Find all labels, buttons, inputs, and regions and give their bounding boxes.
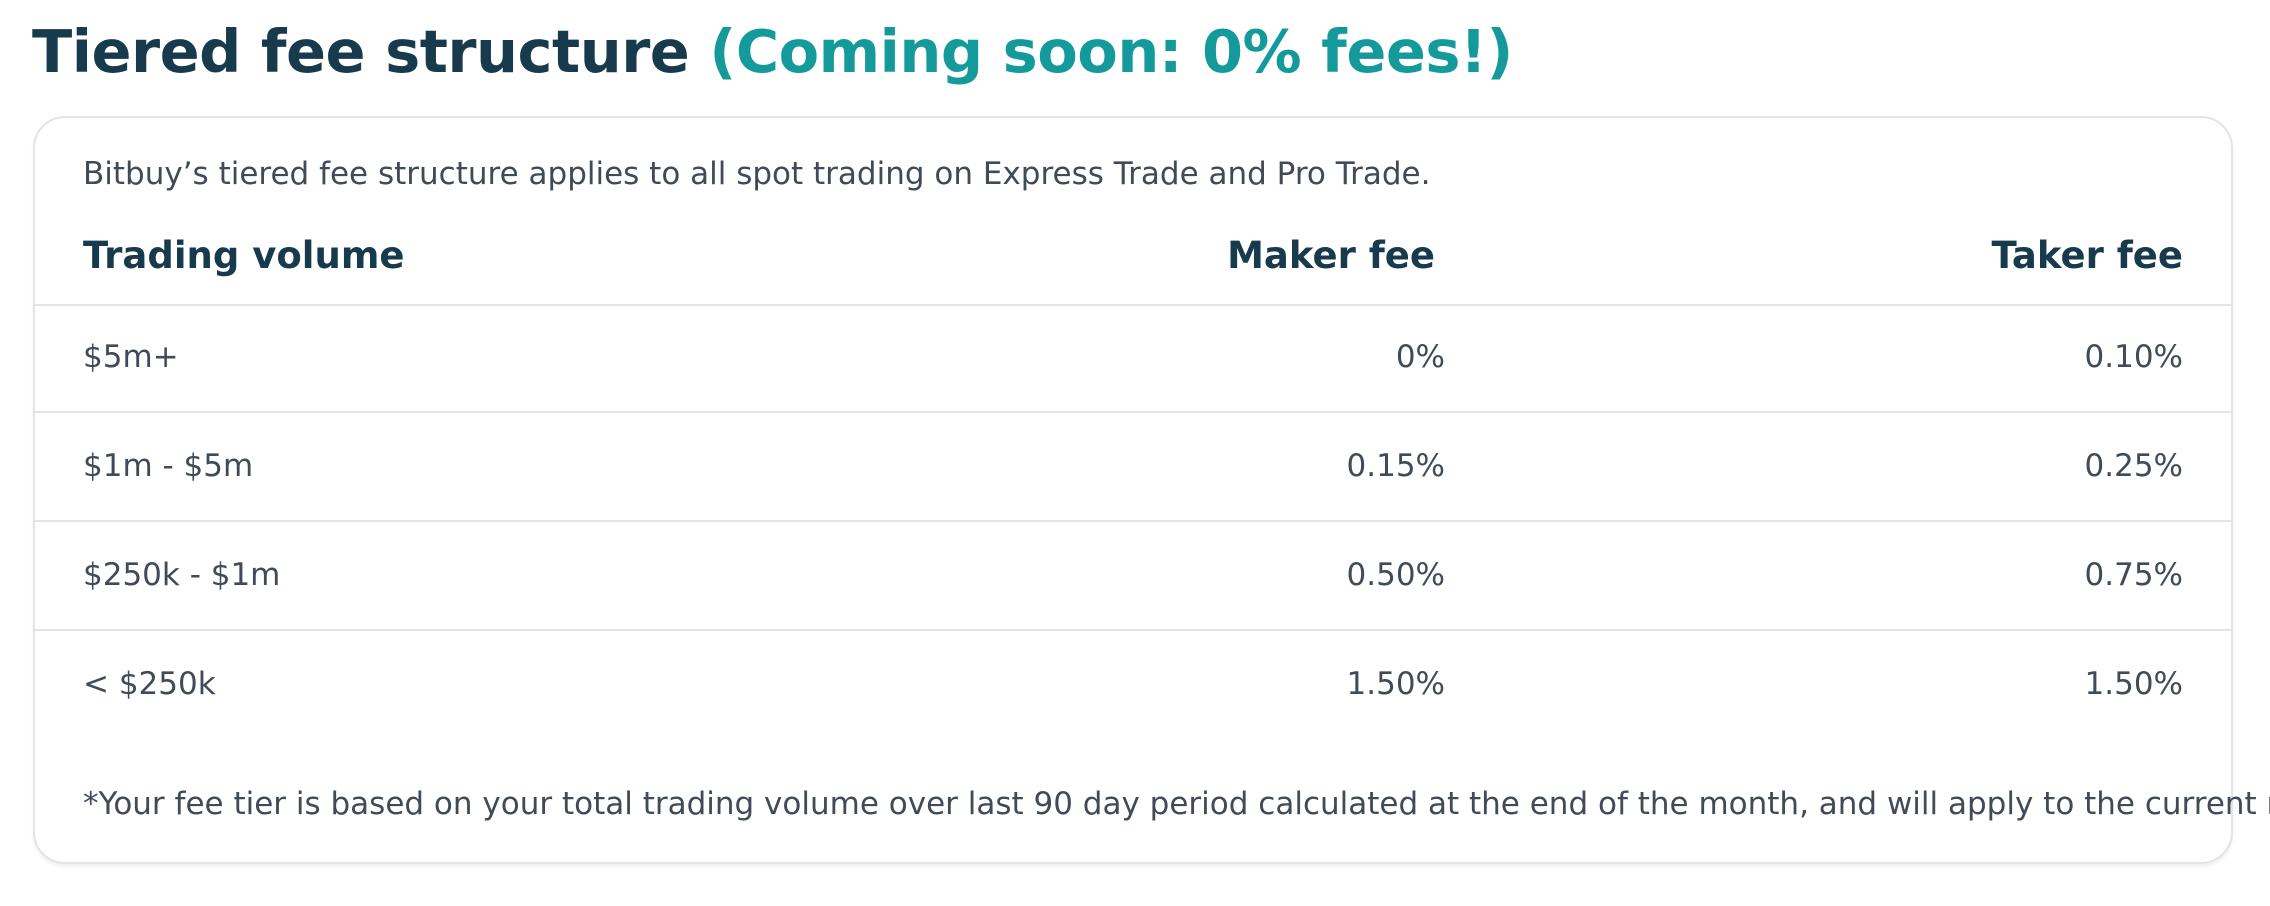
- trading-volume-cell: $250k - $1m: [83, 557, 281, 593]
- table-row: $1m - $5m 0.15% 0.25%: [35, 413, 2231, 522]
- fee-intro-text: Bitbuy’s tiered fee structure applies to…: [83, 156, 1431, 192]
- page-title: Tiered fee structure (Coming soon: 0% fe…: [32, 14, 1513, 90]
- maker-fee-cell: 0.50%: [1346, 557, 1445, 593]
- fee-footnote: *Your fee tier is based on your total tr…: [83, 786, 2270, 822]
- taker-fee-cell: 0.10%: [2084, 339, 2183, 375]
- maker-fee-cell: 0%: [1395, 339, 1445, 375]
- fee-card: Bitbuy’s tiered fee structure applies to…: [33, 116, 2270, 864]
- trading-volume-cell: $1m - $5m: [83, 448, 254, 484]
- trading-volume-cell: < $250k: [83, 666, 216, 702]
- trading-volume-cell: $5m+: [83, 339, 179, 375]
- column-header-maker-fee: Maker fee: [1227, 234, 1435, 277]
- page-title-text: Tiered fee structure: [32, 17, 710, 86]
- column-header-trading-volume: Trading volume: [83, 234, 405, 277]
- fee-table-body: $5m+ 0% 0.10% $1m - $5m 0.15% 0.25% $250…: [35, 304, 2231, 740]
- fee-table-header: Trading volume Maker fee Taker fee: [35, 228, 2231, 306]
- maker-fee-cell: 0.15%: [1346, 448, 1445, 484]
- table-row: < $250k 1.50% 1.50%: [35, 631, 2231, 740]
- taker-fee-cell: 1.50%: [2084, 666, 2183, 702]
- taker-fee-cell: 0.75%: [2084, 557, 2183, 593]
- promo-highlight: (Coming soon: 0% fees!): [709, 17, 1513, 86]
- table-row: $250k - $1m 0.50% 0.75%: [35, 522, 2231, 631]
- taker-fee-cell: 0.25%: [2084, 448, 2183, 484]
- maker-fee-cell: 1.50%: [1346, 666, 1445, 702]
- table-row: $5m+ 0% 0.10%: [35, 304, 2231, 413]
- column-header-taker-fee: Taker fee: [1991, 234, 2183, 277]
